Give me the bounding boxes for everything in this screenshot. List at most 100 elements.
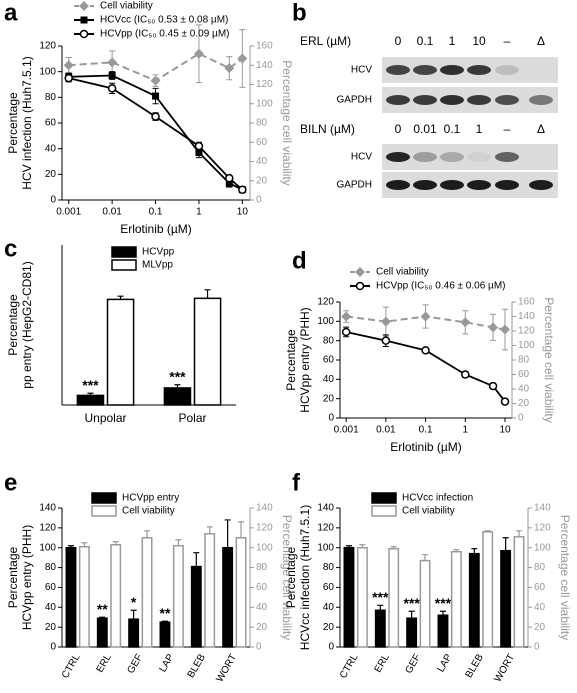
x-tick-label: WORT (493, 652, 518, 684)
bar (482, 531, 494, 648)
x-tick-label: CTRL (338, 652, 361, 680)
point (488, 381, 498, 391)
error-bar (117, 295, 124, 300)
y-tick-label: 100 (39, 542, 56, 553)
y2-tick-label: 140 (256, 60, 273, 71)
y-tick-label: 20 (323, 393, 335, 404)
y-tick-label: 20 (45, 169, 57, 180)
y-axis-label: Percentage (6, 92, 20, 154)
legend-marker (80, 16, 88, 24)
lane-label: 0.01 (413, 122, 437, 136)
bar (500, 549, 512, 648)
bar (110, 543, 122, 648)
bar (513, 536, 525, 648)
error-bar (224, 519, 231, 548)
bar (163, 387, 192, 406)
panel-letter: c (4, 235, 17, 262)
point (194, 141, 204, 151)
legend-marker (355, 281, 365, 291)
significance: ** (97, 601, 108, 617)
blot-band (413, 65, 437, 75)
blot-band (386, 180, 410, 190)
y-axis-label: Percentage (6, 294, 20, 356)
blot-band (467, 180, 491, 190)
error-bar (87, 392, 94, 396)
legend-marker (79, 1, 89, 11)
y2-tick-label: 100 (518, 340, 535, 351)
y2-tick-label: 60 (534, 582, 546, 593)
blot-band (413, 152, 437, 162)
y2-tick-label: 160 (518, 297, 535, 308)
lane-label: 0 (395, 34, 402, 48)
y2-tick-label: 40 (256, 156, 268, 167)
legend-marker (79, 29, 89, 39)
y2-tick-label: 40 (518, 384, 530, 395)
blot-row-label: HCV (351, 152, 372, 163)
x-tick-label: GEF (125, 652, 145, 675)
error-bar (144, 530, 151, 538)
y-tick-label: 60 (45, 582, 57, 593)
blot-band (467, 95, 491, 105)
blot-band (467, 152, 491, 162)
y-axis-label: Percentage (284, 329, 298, 391)
y-axis-label: Percentage (6, 546, 20, 608)
legend-swatch (91, 492, 117, 504)
point (63, 60, 74, 71)
lane-label: 0.1 (444, 122, 461, 136)
legend-label: Cell viability (376, 267, 429, 278)
y2-tick-label: 100 (256, 542, 273, 553)
error-bar (359, 544, 366, 548)
bar (193, 297, 222, 406)
y2-tick-label: 140 (534, 503, 551, 514)
y-tick-label: 0 (50, 195, 56, 206)
point (195, 149, 203, 157)
point (341, 311, 352, 322)
bar (222, 546, 234, 648)
y2-tick-label: 120 (256, 79, 273, 90)
blot-row-label: GAPDH (336, 180, 372, 191)
bar (356, 546, 368, 648)
blot-band (440, 65, 464, 75)
error-bar (453, 549, 460, 552)
significance: * (131, 594, 137, 610)
lane-label: Δ (537, 34, 545, 48)
x-tick-label: 10 (499, 425, 511, 436)
series-line (345, 331, 506, 403)
point (193, 48, 204, 59)
panel-letter: b (292, 0, 307, 26)
point (488, 322, 499, 333)
bar (172, 544, 184, 648)
blot-band (467, 65, 491, 75)
point (107, 57, 118, 68)
blot-strip (382, 144, 558, 170)
y-tick-label: 80 (45, 92, 57, 103)
bar (437, 614, 449, 648)
bar (78, 545, 90, 648)
y-tick-label: 140 (317, 503, 334, 514)
y-tick-label: 20 (45, 622, 57, 633)
error-bar (471, 548, 478, 554)
legend-label: HCVcc infection (402, 493, 473, 504)
y2-tick-label: 0 (518, 413, 524, 424)
legend-label: MLVpp (142, 260, 173, 271)
bar (106, 298, 135, 406)
point (150, 75, 161, 86)
point (151, 112, 160, 121)
point (381, 336, 391, 345)
blot-band (386, 152, 410, 162)
y2-tick-label: 0 (256, 642, 262, 653)
y-tick-label: 100 (39, 66, 56, 77)
x-axis-label: Erlotinib (µM) (120, 222, 192, 236)
y2-tick-label: 80 (518, 355, 530, 366)
y2-axis-label: Percentage cell viability (280, 515, 294, 640)
blot-band (529, 95, 553, 105)
error-bar (516, 530, 523, 537)
point (237, 53, 248, 64)
y2-tick-label: 140 (256, 503, 273, 514)
point (341, 327, 351, 337)
x-tick-label: 1 (463, 425, 469, 436)
blot-row-label: HCV (351, 65, 372, 76)
legend-swatch (371, 505, 397, 517)
bar (128, 618, 140, 648)
y-axis-label: HCV infection (Huh7.5.1) (20, 56, 34, 189)
